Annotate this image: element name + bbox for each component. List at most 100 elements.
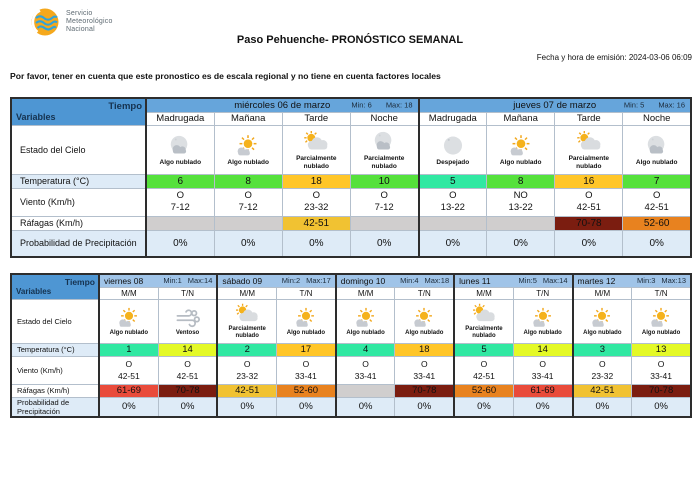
wind-direction: O — [420, 359, 428, 369]
day-min: Min: 6 — [351, 100, 372, 110]
wind-icon — [159, 307, 216, 330]
day-min: Min:4 — [400, 276, 419, 286]
wind-direction: O — [244, 189, 252, 201]
sky-cell: Algo nublado — [622, 124, 692, 175]
temperature-cell: 2 — [216, 342, 278, 357]
day-max: Max: 18 — [385, 100, 413, 110]
gust-cell: 52-60 — [276, 383, 337, 398]
gust-cell: 52-60 — [622, 215, 692, 231]
period-header: T/N — [394, 286, 455, 300]
forecast-table-days-3-7: Tiempo Variables viernes 08 Min:1 Max:14 s… — [10, 273, 692, 418]
sky-label: Parcialmente nublado — [363, 155, 405, 170]
wind-cell: O 23-32 — [281, 187, 351, 217]
precip-cell: 0% — [216, 396, 278, 417]
sky-label: Parcialmente nublado — [296, 155, 337, 170]
day-max: Max:17 — [306, 276, 331, 286]
temperature-cell: 6 — [144, 173, 215, 189]
sky-cell: Parcialmente nublado — [453, 298, 514, 344]
row-label-temperature: Temperatura (°C) — [10, 342, 100, 357]
day-name: sábado 09 — [222, 275, 263, 286]
temperature-cell: 16 — [554, 173, 624, 189]
logo-line-3: Nacional — [66, 26, 95, 34]
wind-speed: 33-41 — [650, 371, 672, 381]
wind-cell: O 42-51 — [453, 355, 514, 385]
wind-speed: 23-32 — [236, 371, 259, 381]
period-header-row: Madrugada Mañana Tarde Noche Madrugada M… — [11, 111, 692, 126]
corner-header-cell: Tiempo Variables — [10, 97, 147, 126]
wind-speed: 33-41 — [354, 371, 377, 381]
period-header: Tarde — [554, 111, 624, 126]
sky-cell: Parcialmente nublado — [281, 124, 351, 175]
disclaimer-text: Por favor, tener en cuenta que este pron… — [10, 71, 441, 81]
period-header: Noche — [622, 111, 692, 126]
wind-speed: 13-22 — [508, 202, 533, 213]
sky-label: Algo nublado — [635, 158, 678, 166]
sky-cell: Algo nublado — [571, 298, 633, 344]
sky-cell: Parcialmente nublado — [554, 124, 624, 175]
day-name: martes 12 — [577, 275, 616, 286]
precip-cell: 0% — [349, 229, 420, 258]
precip-cell: 0% — [144, 229, 215, 258]
gust-cell — [417, 215, 488, 231]
wind-direction: O — [380, 189, 388, 201]
sun-behind-cloud-icon — [556, 130, 622, 155]
gust-cell: 42-51 — [571, 383, 633, 398]
wind-direction: O — [585, 189, 593, 201]
temperature-cell: 3 — [571, 342, 633, 357]
temperature-row: Temperatura (°C) 1 14 2 17 4 18 5 14 3 1… — [10, 342, 692, 357]
sky-cell: Algo nublado — [144, 124, 215, 175]
wind-cell: O 42-51 — [622, 187, 692, 217]
wind-speed: 7-12 — [374, 202, 394, 213]
wind-direction: O — [125, 359, 133, 369]
wind-cell: O 23-32 — [216, 355, 278, 385]
wind-direction: O — [362, 359, 369, 369]
temperature-cell: 14 — [512, 342, 574, 357]
day-min: Min:2 — [281, 276, 301, 286]
gust-cell — [334, 383, 396, 398]
wind-speed: 33-41 — [295, 371, 317, 381]
wind-cell: O 23-32 — [571, 355, 633, 385]
sun-cloud-icon — [575, 307, 631, 330]
sun-cloud-icon — [338, 307, 394, 330]
sky-cell: Parcialmente nublado — [349, 124, 420, 175]
day-max: Max:18 — [424, 276, 450, 286]
day-header-tuesday: martes 12 Min:3 Max:13 — [571, 273, 692, 288]
sky-label: Algo nublado — [286, 329, 326, 336]
sky-label: Algo nublado — [523, 329, 562, 336]
gust-cell: 70-78 — [157, 383, 218, 398]
sun-cloud-icon — [488, 134, 554, 159]
period-header: Mañana — [486, 111, 556, 126]
period-header: Madrugada — [417, 111, 488, 126]
wind-direction: O — [312, 189, 320, 201]
variables-label: Variables — [16, 287, 52, 297]
row-label-wind: Viento (Km/h) — [10, 355, 100, 385]
wind-cell: O 33-41 — [631, 355, 692, 385]
day-min: Min:1 — [163, 276, 182, 286]
tiempo-label: Tiempo — [64, 277, 95, 288]
precip-cell: 0% — [571, 396, 633, 417]
precip-cell: 0% — [486, 229, 556, 258]
sky-cell: Algo nublado — [97, 298, 159, 344]
precip-cell: 0% — [453, 396, 514, 417]
precip-cell: 0% — [213, 229, 283, 258]
sun-cloud-icon — [514, 307, 571, 330]
sky-label: Parcialmente nublado — [568, 155, 610, 170]
wind-row: Viento (Km/h) O 42-51 O 42-51 O 23-32 O 33-4… — [10, 355, 692, 385]
row-label-sky: Estado del Cielo — [10, 124, 147, 175]
wind-speed: 42-51 — [176, 371, 199, 381]
wind-row: Viento (Km/h) O 7-12 O 7-12 O 23-32 O 7-12 O… — [10, 187, 692, 217]
moon-cloud-icon — [148, 134, 213, 159]
wind-direction: O — [480, 359, 488, 369]
sky-label: Ventoso — [175, 329, 200, 336]
forecast-table-days-1-2: Tiempo Variables miércoles 06 de marzo M… — [10, 97, 692, 258]
wind-cell: O 33-41 — [512, 355, 574, 385]
period-header: T/N — [512, 286, 574, 300]
day-header-sunday: domingo 10 Min:4 Max:18 — [334, 273, 455, 288]
precip-cell: 0% — [281, 229, 351, 258]
smn-logo-text: Servicio Meteorológico Nacional — [66, 10, 113, 35]
wind-cell: O 42-51 — [554, 187, 624, 217]
sky-label: Algo nublado — [583, 329, 622, 336]
sun-cloud-icon — [278, 307, 335, 330]
sky-label: Parcialmente nublado — [228, 326, 266, 339]
gust-cell: 70-78 — [631, 383, 692, 398]
